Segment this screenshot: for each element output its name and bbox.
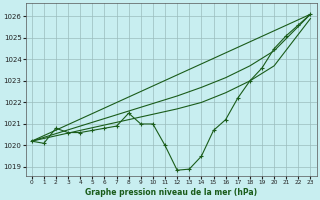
X-axis label: Graphe pression niveau de la mer (hPa): Graphe pression niveau de la mer (hPa) <box>85 188 257 197</box>
